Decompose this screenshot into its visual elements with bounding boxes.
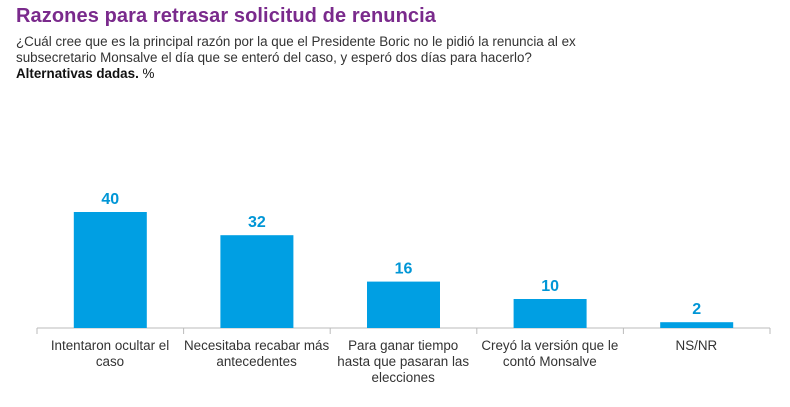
bar	[513, 299, 587, 328]
category-label: Necesitaba recabar más antecedentes	[184, 338, 330, 369]
category-label: Intentaron ocultar el caso	[50, 338, 170, 369]
chart-note: Alternativas dadas. %	[16, 66, 154, 81]
bar	[367, 281, 440, 328]
data-label: 10	[541, 278, 559, 295]
category-label: NS/NR	[675, 338, 718, 353]
chart-subtitle: ¿Cuál cree que es la principal razón por…	[16, 34, 576, 65]
chart-title: Razones para retrasar solicitud de renun…	[16, 5, 437, 27]
category-label: Para ganar tiempo hasta que pasaran las …	[337, 338, 470, 385]
data-label: 16	[395, 261, 413, 278]
data-label: 2	[692, 301, 701, 318]
note-bold: Alternativas dadas.	[16, 66, 139, 81]
data-label: 40	[101, 191, 119, 208]
bar	[220, 235, 294, 328]
bar	[73, 212, 147, 328]
bar	[660, 322, 734, 328]
note-unit: %	[142, 66, 155, 81]
category-label: Creyó la versión que le contó Monsalve	[481, 338, 619, 369]
data-label: 32	[248, 214, 266, 231]
